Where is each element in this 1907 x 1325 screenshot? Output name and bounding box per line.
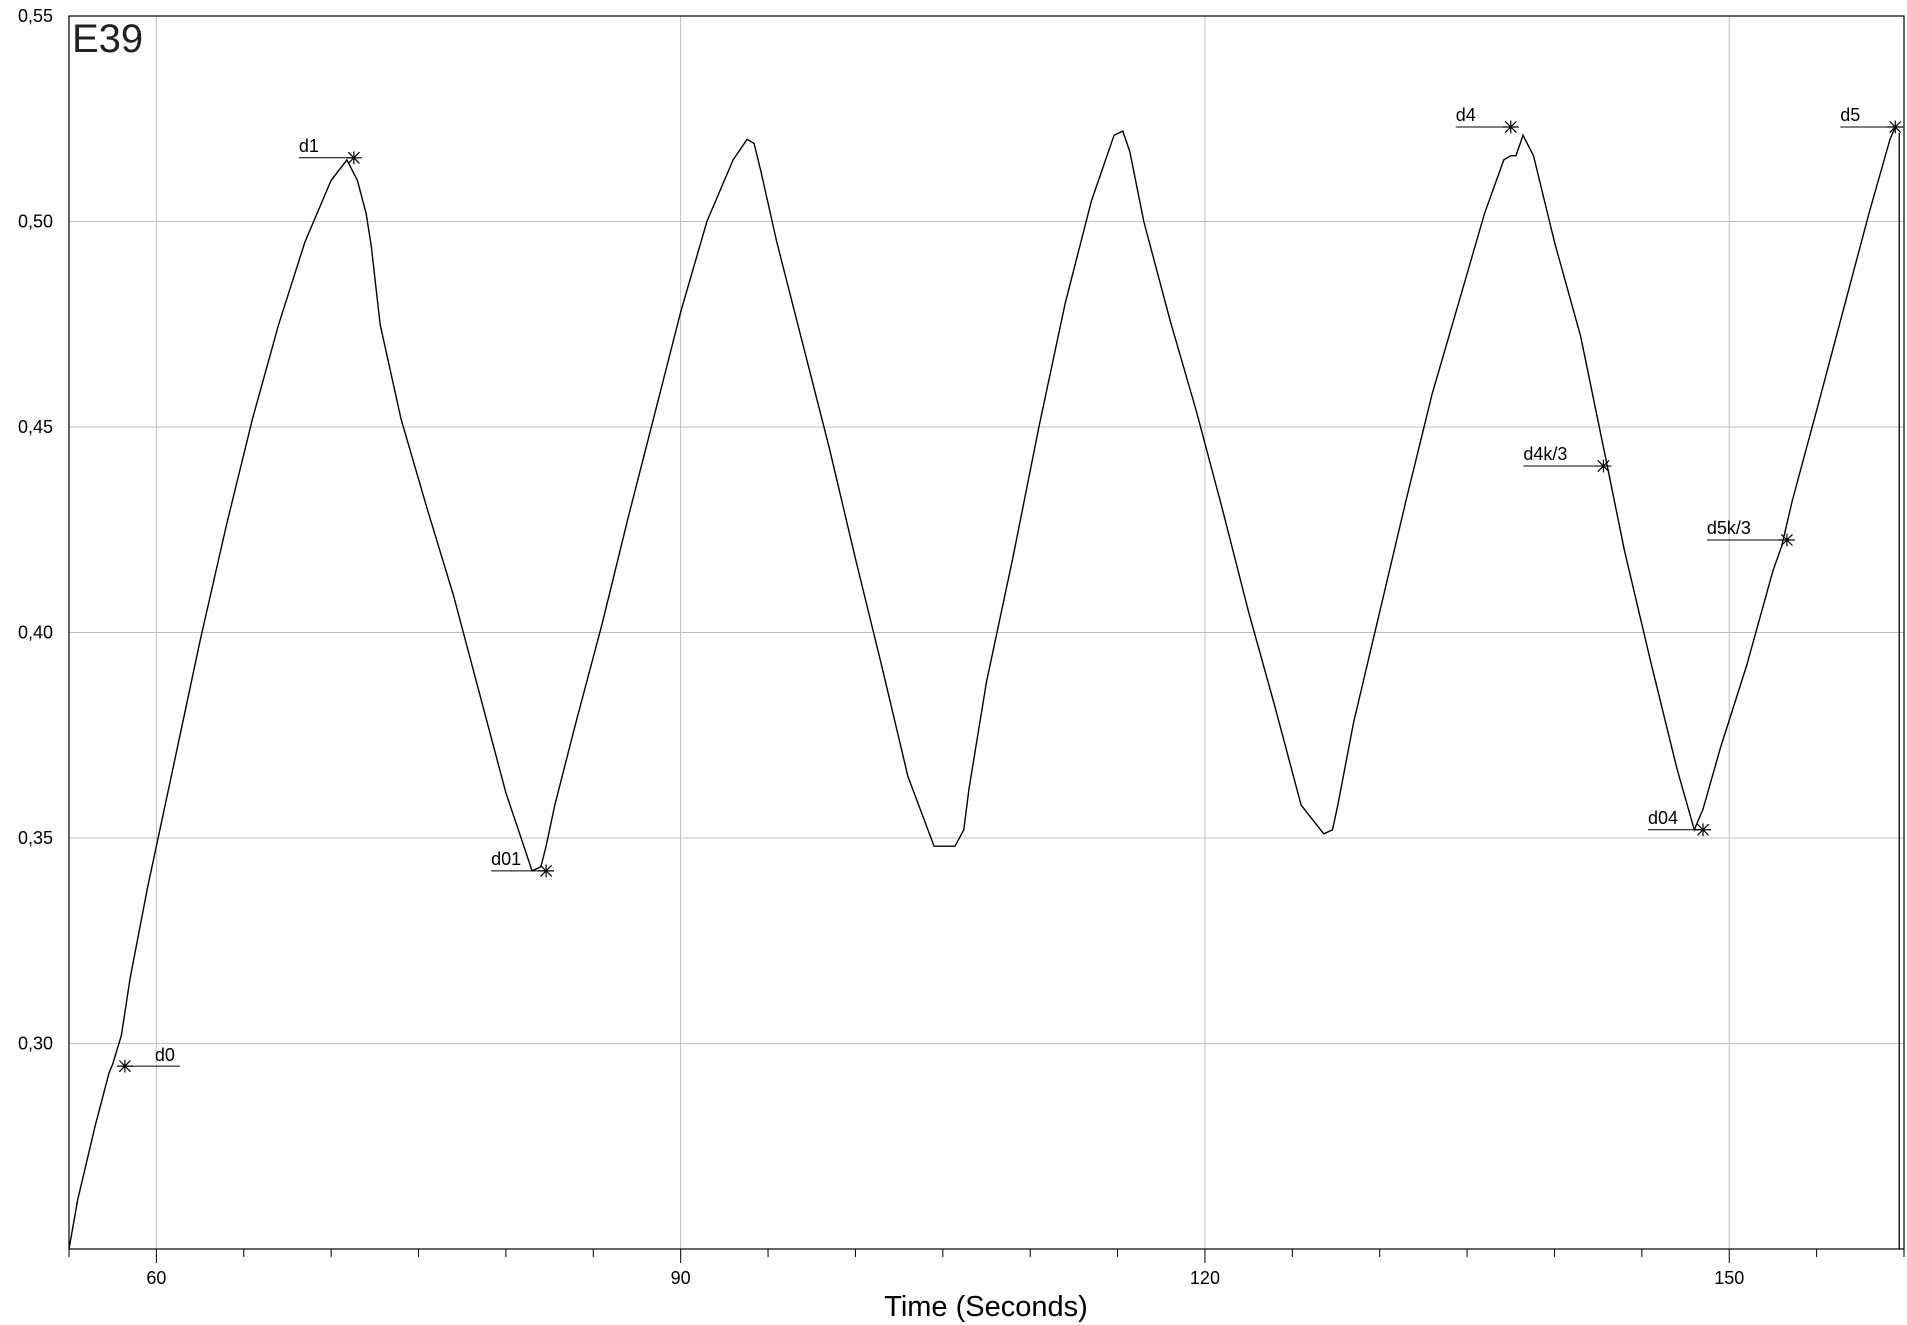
- marker-d5: d5: [1840, 105, 1904, 134]
- x-tick-label: 150: [1714, 1268, 1744, 1288]
- marker-label: d4: [1456, 105, 1476, 125]
- marker-d4: d4: [1455, 105, 1519, 134]
- marker-label: d5: [1840, 105, 1860, 125]
- y-tick-label: 0,30: [18, 1034, 53, 1054]
- x-axis: 60 90 120 150: [68, 1249, 1905, 1288]
- x-tick-label: 90: [671, 1268, 691, 1288]
- marker-d0: d0: [116, 1045, 180, 1073]
- marker-label: d04: [1648, 808, 1678, 828]
- plot-frame: [68, 15, 1905, 1250]
- y-tick-label: 0,45: [18, 417, 53, 437]
- marker-label: d01: [491, 849, 521, 869]
- marker-label: d0: [155, 1045, 175, 1065]
- y-tick-label: 0,50: [18, 212, 53, 232]
- y-tick-label: 0,35: [18, 828, 53, 848]
- y-tick-label: 0,55: [18, 6, 53, 26]
- marker-d5k/3: d5k/3: [1706, 518, 1795, 547]
- marker-label: d5k/3: [1707, 518, 1751, 538]
- gridlines: [69, 15, 1904, 1249]
- marker-d04: d04: [1648, 808, 1712, 837]
- marker-d1: d1: [298, 136, 362, 165]
- x-axis-label: Time (Seconds): [884, 1291, 1088, 1323]
- x-tick-label: 60: [146, 1268, 166, 1288]
- marker-label: d4k/3: [1523, 444, 1567, 464]
- series-line: [68, 126, 1896, 1250]
- y-axis: 0,30 0,35 0,40 0,45 0,50 0,55: [18, 6, 53, 1054]
- marker-d01: d01: [491, 849, 555, 878]
- chart-title: E39: [72, 17, 143, 61]
- marker-label: d1: [299, 136, 319, 156]
- x-tick-label: 120: [1190, 1268, 1220, 1288]
- y-tick-label: 0,40: [18, 623, 53, 643]
- marker-d4k/3: d4k/3: [1523, 444, 1612, 473]
- annotations: d0 d1 d01 d4 d4k/3 d04 d5k/3 d5: [116, 105, 1904, 1249]
